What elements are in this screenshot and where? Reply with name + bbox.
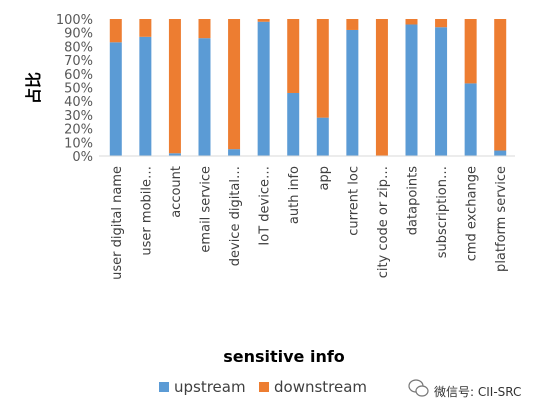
y-tick-label: 30% [64, 109, 93, 124]
bar-downstream [139, 19, 152, 37]
bar-upstream [316, 117, 329, 156]
x-category-label: auth info [287, 166, 302, 224]
x-category-label: current loc [346, 166, 361, 236]
bar-downstream [375, 19, 388, 156]
x-category-label: email service [199, 166, 214, 253]
bar-downstream [109, 19, 122, 43]
bar-upstream [346, 29, 359, 156]
bar-downstream [316, 19, 329, 118]
bar-upstream [198, 38, 211, 156]
y-tick-label: 100% [56, 13, 93, 28]
bar-upstream [435, 27, 448, 156]
x-axis-categories: user digital name user mobile… account emai… [110, 166, 509, 280]
bar-downstream [346, 19, 359, 30]
legend-label-downstream: downstream [274, 378, 367, 396]
bar-downstream [405, 19, 418, 25]
y-tick-label: 70% [64, 54, 93, 69]
y-tick-label: 80% [64, 40, 93, 55]
watermark-text: 微信号: CII-SRC [434, 385, 521, 399]
bar-upstream [494, 150, 507, 156]
y-tick-label: 50% [64, 82, 93, 97]
x-category-label: datapoints [406, 166, 421, 235]
bar-downstream [198, 19, 211, 39]
x-axis-label: sensitive info [223, 347, 345, 366]
y-tick-label: 0% [72, 150, 93, 165]
bar-upstream [464, 83, 477, 156]
bars [109, 19, 507, 157]
bar-downstream [287, 19, 300, 93]
bar-downstream [464, 19, 477, 84]
legend: upstream downstream [159, 378, 367, 396]
bar-upstream [109, 42, 122, 156]
x-category-label: account [169, 166, 184, 218]
bar-upstream [228, 149, 241, 156]
x-category-label: user digital name [110, 166, 125, 280]
bar-upstream [287, 92, 300, 156]
x-category-label: platform service [494, 166, 509, 272]
bar-downstream [228, 19, 241, 150]
y-axis-label: 占比 [24, 72, 43, 104]
bar-upstream [168, 153, 181, 156]
y-tick-label: 10% [64, 136, 93, 151]
bar-downstream [257, 19, 270, 22]
x-category-label: cmd exchange [465, 166, 480, 261]
bar-downstream [168, 19, 181, 154]
bar-downstream [494, 19, 507, 151]
y-axis-ticks: 0%10%20%30%40%50%60%70%80%90%100% [56, 13, 93, 165]
x-category-label: app [317, 166, 332, 190]
x-category-label: subscription… [435, 166, 450, 258]
watermark: 微信号: CII-SRC [408, 379, 521, 399]
x-category-label: user mobile… [139, 166, 154, 256]
y-tick-label: 90% [64, 27, 93, 42]
y-tick-label: 40% [64, 95, 93, 110]
x-category-label: IoT device… [258, 166, 273, 246]
y-tick-label: 60% [64, 68, 93, 83]
legend-label-upstream: upstream [174, 378, 246, 396]
x-category-label: city code or zip… [376, 166, 391, 278]
bar-upstream [257, 21, 270, 156]
legend-swatch-downstream [259, 382, 269, 392]
bar-upstream [405, 24, 418, 157]
bar-downstream [435, 19, 448, 28]
legend-swatch-upstream [159, 382, 169, 392]
y-tick-label: 20% [64, 123, 93, 138]
wechat-icon [408, 379, 429, 397]
bar-upstream [139, 36, 152, 157]
x-category-label: device digital… [228, 166, 243, 266]
